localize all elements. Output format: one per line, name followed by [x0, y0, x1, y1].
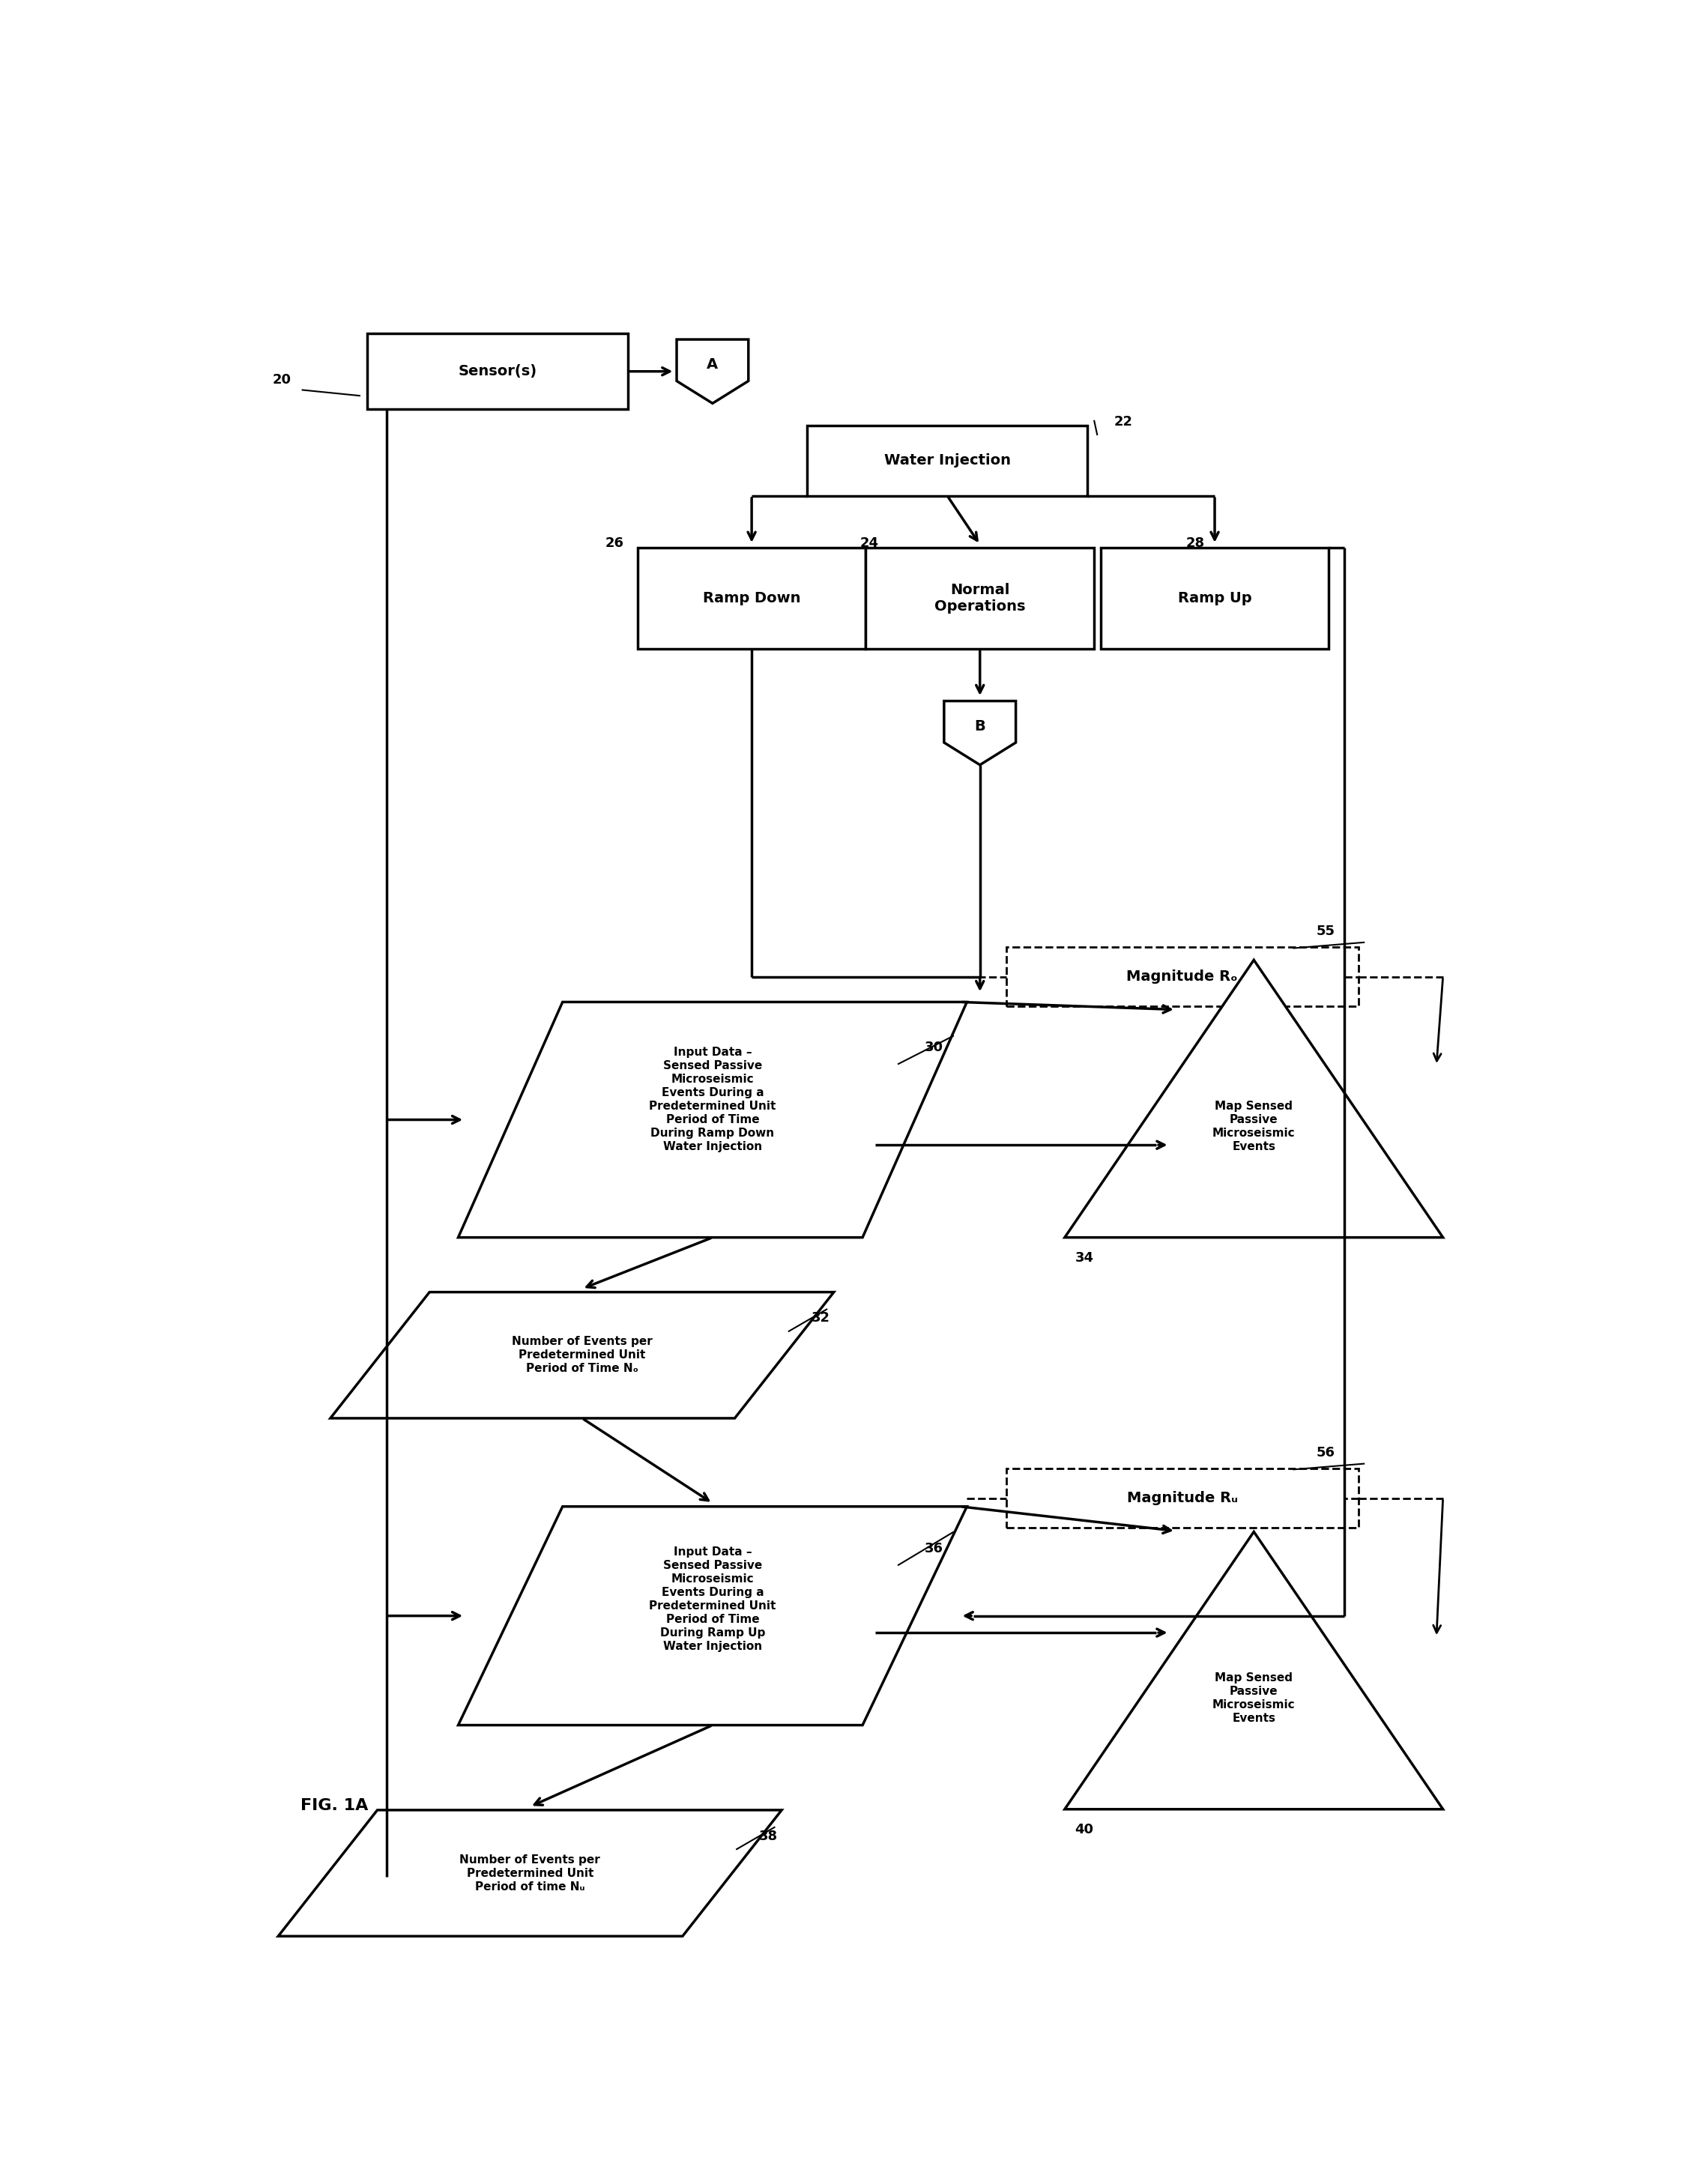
- Text: 40: 40: [1075, 1824, 1094, 1837]
- Bar: [367, 334, 628, 408]
- Text: 32: 32: [811, 1310, 830, 1326]
- Text: Water Injection: Water Injection: [884, 454, 1010, 467]
- Polygon shape: [278, 1811, 781, 1937]
- Polygon shape: [458, 1507, 968, 1725]
- Text: 36: 36: [926, 1542, 944, 1555]
- Bar: [1006, 1468, 1358, 1527]
- Bar: [865, 548, 1094, 649]
- Text: 34: 34: [1075, 1251, 1094, 1265]
- Polygon shape: [1065, 961, 1442, 1238]
- Text: Map Sensed
Passive
Microseismic
Events: Map Sensed Passive Microseismic Events: [1212, 1101, 1296, 1153]
- Text: Magnitude Rₒ: Magnitude Rₒ: [1126, 970, 1237, 985]
- Text: 55: 55: [1316, 924, 1335, 939]
- Text: Magnitude Rᵤ: Magnitude Rᵤ: [1126, 1492, 1237, 1505]
- Text: Input Data –
Sensed Passive
Microseismic
Events During a
Predetermined Unit
Peri: Input Data – Sensed Passive Microseismic…: [650, 1046, 776, 1153]
- Text: 38: 38: [759, 1830, 778, 1843]
- Bar: [1006, 948, 1358, 1007]
- Polygon shape: [677, 339, 749, 404]
- Text: Input Data –
Sensed Passive
Microseismic
Events During a
Predetermined Unit
Peri: Input Data – Sensed Passive Microseismic…: [650, 1546, 776, 1651]
- Text: A: A: [707, 358, 719, 371]
- Text: Normal
Operations: Normal Operations: [934, 583, 1025, 614]
- Text: 56: 56: [1316, 1446, 1335, 1459]
- Polygon shape: [330, 1293, 833, 1417]
- Text: B: B: [974, 719, 986, 734]
- Bar: [808, 426, 1087, 496]
- Text: 26: 26: [606, 537, 624, 550]
- Text: Ramp Down: Ramp Down: [703, 592, 801, 605]
- Text: Ramp Up: Ramp Up: [1178, 592, 1252, 605]
- Text: Number of Events per
Predetermined Unit
Period of Time Nₒ: Number of Events per Predetermined Unit …: [512, 1337, 653, 1374]
- Polygon shape: [944, 701, 1017, 764]
- Text: FIG. 1A: FIG. 1A: [301, 1797, 369, 1813]
- Text: 20: 20: [273, 373, 291, 387]
- Polygon shape: [458, 1002, 968, 1238]
- Text: 28: 28: [1187, 537, 1205, 550]
- Text: 24: 24: [860, 537, 879, 550]
- Text: Map Sensed
Passive
Microseismic
Events: Map Sensed Passive Microseismic Events: [1212, 1673, 1296, 1723]
- Text: Number of Events per
Predetermined Unit
Period of time Nᵤ: Number of Events per Predetermined Unit …: [459, 1854, 601, 1891]
- Text: 22: 22: [1114, 415, 1133, 428]
- Text: Sensor(s): Sensor(s): [458, 365, 537, 378]
- Bar: [638, 548, 865, 649]
- Bar: [1101, 548, 1330, 649]
- Text: 30: 30: [926, 1042, 944, 1055]
- Polygon shape: [1065, 1531, 1442, 1808]
